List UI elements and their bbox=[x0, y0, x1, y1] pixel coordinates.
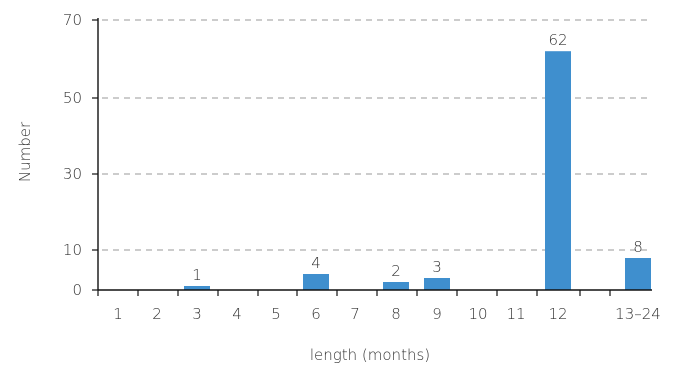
y-tick-label-70: 70 bbox=[63, 11, 82, 29]
y-tick-label-50: 50 bbox=[63, 89, 82, 107]
data-label-13–24: 8 bbox=[633, 238, 643, 256]
bar-8 bbox=[383, 282, 409, 290]
bar-13–24 bbox=[625, 258, 651, 290]
x-tick-label-11: 11 bbox=[506, 305, 525, 323]
y-tick-label-0: 0 bbox=[72, 281, 82, 299]
x-tick-label-13–24: 13–24 bbox=[615, 305, 661, 323]
x-tick-label-8: 8 bbox=[391, 305, 401, 323]
bar-12 bbox=[545, 51, 571, 291]
x-tick-label-6: 6 bbox=[311, 305, 321, 323]
y-tick-label-30: 30 bbox=[63, 165, 82, 183]
x-tick-label-3: 3 bbox=[192, 305, 202, 323]
bar-6 bbox=[303, 274, 329, 290]
x-axis-title: length (months) bbox=[310, 346, 430, 364]
data-label-layer: 1 4 2 3 62 8 bbox=[192, 31, 643, 284]
bar-9 bbox=[424, 278, 450, 290]
data-label-8: 2 bbox=[391, 262, 401, 280]
y-tick-label-10: 10 bbox=[63, 241, 82, 259]
x-tick-label-10: 10 bbox=[468, 305, 487, 323]
bar-3 bbox=[184, 286, 210, 290]
x-tick-label-9: 9 bbox=[432, 305, 442, 323]
bar-layer bbox=[184, 51, 651, 291]
x-tick-label-5: 5 bbox=[271, 305, 281, 323]
x-tick-label-1: 1 bbox=[113, 305, 123, 323]
x-tick-label-2: 2 bbox=[152, 305, 162, 323]
y-axis-title: Number bbox=[16, 121, 34, 182]
x-tick-label-7: 7 bbox=[350, 305, 360, 323]
x-tick-label-12: 12 bbox=[548, 305, 567, 323]
data-label-6: 4 bbox=[311, 254, 321, 272]
data-label-12: 62 bbox=[548, 31, 567, 49]
data-label-9: 3 bbox=[432, 258, 442, 276]
data-label-3: 1 bbox=[192, 266, 202, 284]
x-tick-label-4: 4 bbox=[232, 305, 242, 323]
grid-layer bbox=[102, 19, 652, 251]
